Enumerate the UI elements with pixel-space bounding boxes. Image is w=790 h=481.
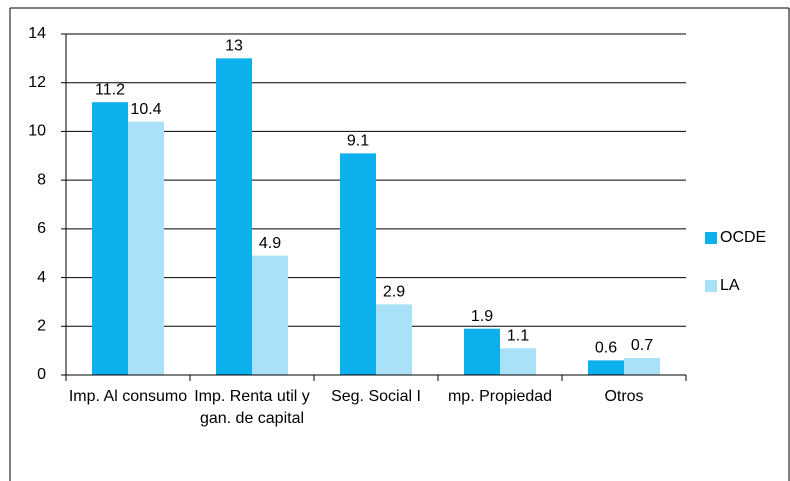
x-tick-label: Imp. Renta util y gan. de capital (194, 388, 310, 427)
y-tick-label: 2 (37, 318, 46, 335)
legend-label: LA (720, 277, 740, 294)
bar (464, 328, 500, 375)
data-label: 2.9 (383, 284, 405, 301)
y-tick-label: 14 (28, 25, 46, 42)
x-tick-label: mp. Propiedad (447, 388, 553, 405)
data-label: 9.1 (347, 133, 369, 150)
data-label: 0.6 (595, 340, 617, 357)
data-label: 1.9 (471, 308, 493, 325)
bar (624, 357, 660, 375)
data-label: 0.7 (631, 337, 653, 354)
data-label: 1.1 (507, 327, 529, 344)
bar (128, 121, 164, 375)
y-tick-label: 8 (37, 171, 46, 188)
bar (500, 348, 536, 375)
data-label: 13 (225, 38, 243, 55)
legend-label: OCDE (720, 229, 766, 246)
y-tick-label: 0 (37, 366, 46, 383)
x-tick-label: Seg. Social I (331, 388, 421, 405)
x-tick-label: Imp. Al consumo (68, 388, 188, 405)
x-tick-label: Otros (604, 388, 644, 405)
y-tick-label: 10 (28, 123, 46, 140)
y-tick-label: 12 (28, 74, 46, 91)
bar (588, 360, 624, 375)
data-label: 4.9 (259, 235, 281, 252)
bar (216, 58, 252, 375)
y-tick-label: 4 (37, 269, 46, 286)
bar (252, 255, 288, 375)
legend-swatch (705, 232, 717, 244)
bar (340, 153, 376, 375)
bar (92, 102, 128, 375)
y-tick-label: 6 (37, 220, 46, 237)
data-label: 10.4 (130, 101, 161, 118)
data-label: 11.2 (95, 81, 125, 98)
bar (376, 304, 412, 375)
legend-swatch (705, 280, 717, 292)
